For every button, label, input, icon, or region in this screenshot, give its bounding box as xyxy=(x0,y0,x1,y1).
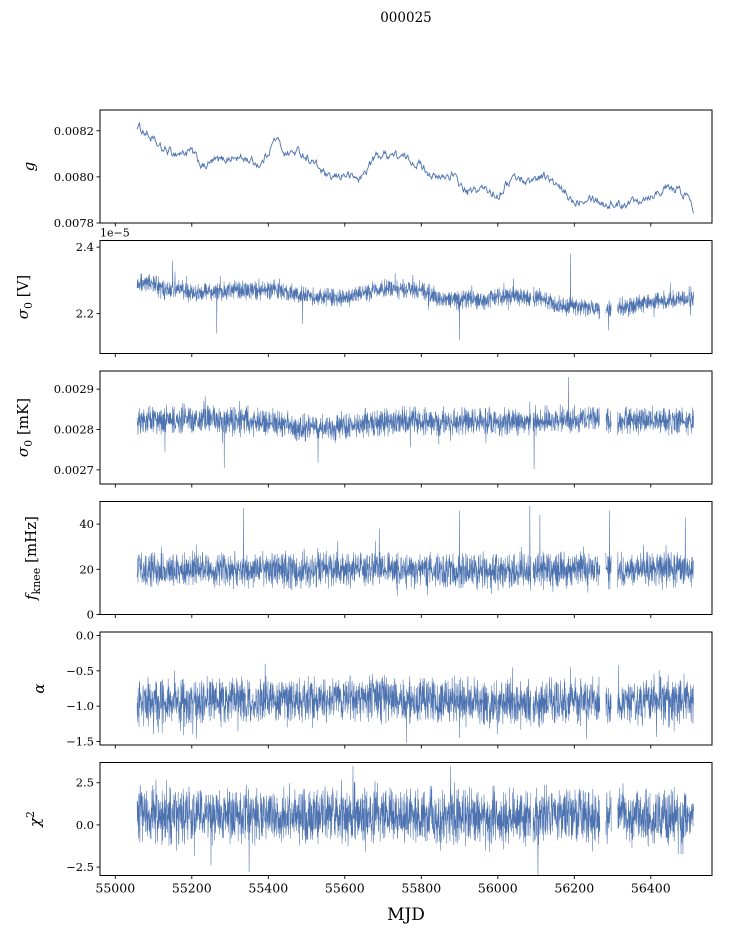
x-tick-label: 55200 xyxy=(172,881,212,896)
axes-frame xyxy=(99,370,713,485)
data-series xyxy=(136,765,694,876)
axes-frame xyxy=(99,762,713,876)
x-tick-label: 55400 xyxy=(248,881,288,896)
y-tick-label: 0.0029 xyxy=(54,382,94,396)
axes-frame xyxy=(99,240,713,354)
panel-sigma0-mK: 0.0027 0.0028 0.0029 σ0 [mK] xyxy=(14,370,713,488)
panel-chi2: 55000 55200 55400 55600 55800 56000 56200 56400… xyxy=(24,762,713,896)
y-tick-label: 0.0080 xyxy=(54,170,94,184)
data-series xyxy=(136,121,695,214)
y-tick-label: 2.4 xyxy=(76,240,94,254)
y-tick-label: 0.0078 xyxy=(54,216,94,230)
y-tick-label: −0.5 xyxy=(66,664,94,678)
y-tick-label: −1.5 xyxy=(66,734,94,748)
y-tick-label: 2.2 xyxy=(76,307,94,321)
y-tick-label: 20 xyxy=(79,562,94,576)
axis-offset-text: 1e−5 xyxy=(100,227,130,240)
x-tick-label: 55600 xyxy=(325,881,365,896)
y-tick-label: 0.0 xyxy=(76,629,94,643)
data-series xyxy=(136,253,694,341)
y-tick-label: −2.5 xyxy=(66,860,94,874)
x-tick-label: 55000 xyxy=(95,881,135,896)
panel-g: 0.0078 0.0080 0.0082 g xyxy=(20,109,713,230)
data-series xyxy=(136,663,694,743)
y-axis-label: χ2 xyxy=(24,811,44,828)
x-axis-title: MJD xyxy=(387,905,425,925)
y-axis-label: σ0 [V] xyxy=(14,275,35,320)
x-tick-label: 56000 xyxy=(478,881,518,896)
data-series xyxy=(136,377,694,470)
y-tick-label: 0.0082 xyxy=(54,124,94,138)
y-axis-label: α xyxy=(30,683,48,693)
y-tick-label: 0 xyxy=(87,608,94,622)
y-axis-label: fknee [mHz] xyxy=(22,516,43,601)
y-tick-label: 40 xyxy=(79,517,94,531)
x-tick-label: 56400 xyxy=(631,881,671,896)
panel-fknee: 0 20 40 fknee [mHz] xyxy=(22,501,713,622)
axes-frame xyxy=(99,631,713,746)
y-axis-label: g xyxy=(20,162,38,172)
figure-title: 000025 xyxy=(380,10,432,26)
y-tick-label: 2.5 xyxy=(76,776,94,790)
axes-frame xyxy=(99,501,713,615)
panel-sigma0-V: 2.2 2.4 1e−5 σ0 [V] xyxy=(14,227,713,357)
y-tick-label: 0.0027 xyxy=(54,463,94,477)
axes-frame xyxy=(99,109,713,224)
x-tick-label: 56200 xyxy=(554,881,594,896)
y-tick-label: 0.0 xyxy=(76,818,94,832)
y-tick-label: 0.0028 xyxy=(54,423,94,437)
data-series xyxy=(136,506,694,597)
y-tick-label: −1.0 xyxy=(66,699,94,713)
x-tick-label: 55800 xyxy=(401,881,441,896)
panel-alpha: 0.0 −0.5 −1.0 −1.5 α xyxy=(30,629,713,749)
y-axis-label: σ0 [mK] xyxy=(14,398,35,457)
